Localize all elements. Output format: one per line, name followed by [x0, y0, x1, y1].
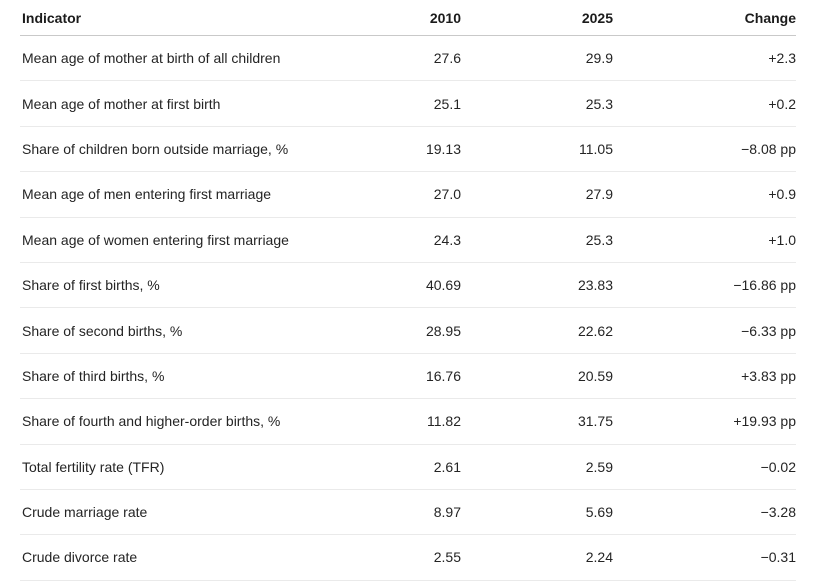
indicator-cell: Share of fourth and higher-order births,…	[20, 398, 340, 445]
value-2025-cell: 5.69	[461, 489, 613, 536]
value-2025-cell: 20.59	[461, 353, 613, 400]
value-2025-cell: 31.75	[461, 398, 613, 445]
change-cell: −3.28	[613, 489, 796, 536]
value-2025-cell: 2.24	[461, 534, 613, 581]
value-2010-cell: 27.0	[340, 171, 461, 218]
value-2025-cell: 25.3	[461, 217, 613, 263]
table-row: Mean age of mother at birth of all child…	[20, 35, 796, 82]
change-cell: −6.33 pp	[613, 307, 796, 354]
table-row: Share of fourth and higher-order births,…	[20, 398, 796, 445]
indicator-cell: Total fertility rate (TFR)	[20, 444, 340, 490]
indicator-cell: Mean age of women entering first marriag…	[20, 217, 340, 263]
value-2010-cell: 28.95	[340, 307, 461, 354]
change-cell: −0.02	[613, 444, 796, 490]
change-cell: +1.0	[613, 217, 796, 263]
value-2010-cell: 16.76	[340, 353, 461, 400]
value-2025-cell: 22.62	[461, 307, 613, 354]
value-2010-cell: 25.1	[340, 80, 461, 127]
change-cell: +2.3	[613, 35, 796, 82]
value-2010-cell: 8.97	[340, 489, 461, 536]
value-2010-cell: 19.13	[340, 126, 461, 173]
indicator-cell: Mean age of mother at first birth	[20, 80, 340, 127]
table-row: Mean age of men entering first marriage …	[20, 171, 796, 218]
column-header-indicator: Indicator	[20, 0, 340, 36]
value-2010-cell: 24.3	[340, 217, 461, 263]
change-cell: −16.86 pp	[613, 262, 796, 309]
column-header-2025: 2025	[461, 0, 613, 36]
change-cell: +0.9	[613, 171, 796, 218]
indicators-table: Indicator 2010 2025 Change Mean age of m…	[20, 0, 796, 581]
table-row: Share of first births, % 40.69 23.83 −16…	[20, 262, 796, 309]
value-2025-cell: 2.59	[461, 444, 613, 490]
value-2010-cell: 27.6	[340, 35, 461, 82]
table-row: Mean age of mother at first birth 25.1 2…	[20, 80, 796, 127]
column-header-2010: 2010	[340, 0, 461, 36]
table-row: Total fertility rate (TFR) 2.61 2.59 −0.…	[20, 444, 796, 490]
indicator-cell: Crude marriage rate	[20, 489, 340, 536]
table-row: Share of children born outside marriage,…	[20, 126, 796, 173]
indicator-cell: Share of children born outside marriage,…	[20, 126, 340, 173]
value-2025-cell: 29.9	[461, 35, 613, 82]
indicator-cell: Share of first births, %	[20, 262, 340, 309]
table-row: Mean age of women entering first marriag…	[20, 217, 796, 263]
value-2010-cell: 2.55	[340, 534, 461, 581]
indicator-cell: Mean age of men entering first marriage	[20, 171, 340, 218]
table-header-row: Indicator 2010 2025 Change	[20, 0, 796, 36]
indicator-cell: Share of third births, %	[20, 353, 340, 400]
value-2010-cell: 11.82	[340, 398, 461, 445]
change-cell: −8.08 pp	[613, 126, 796, 173]
change-cell: −0.31	[613, 534, 796, 581]
table-row: Crude marriage rate 8.97 5.69 −3.28	[20, 489, 796, 536]
table-row: Share of second births, % 28.95 22.62 −6…	[20, 307, 796, 354]
table-row: Share of third births, % 16.76 20.59 +3.…	[20, 353, 796, 400]
change-cell: +0.2	[613, 80, 796, 127]
column-header-change: Change	[613, 0, 796, 36]
change-cell: +3.83 pp	[613, 353, 796, 400]
change-cell: +19.93 pp	[613, 398, 796, 445]
value-2025-cell: 25.3	[461, 80, 613, 127]
indicator-cell: Crude divorce rate	[20, 534, 340, 581]
table-row: Crude divorce rate 2.55 2.24 −0.31	[20, 534, 796, 581]
indicator-cell: Mean age of mother at birth of all child…	[20, 35, 340, 82]
indicator-cell: Share of second births, %	[20, 307, 340, 354]
value-2025-cell: 23.83	[461, 262, 613, 309]
value-2025-cell: 11.05	[461, 126, 613, 173]
value-2025-cell: 27.9	[461, 171, 613, 218]
value-2010-cell: 40.69	[340, 262, 461, 309]
value-2010-cell: 2.61	[340, 444, 461, 490]
